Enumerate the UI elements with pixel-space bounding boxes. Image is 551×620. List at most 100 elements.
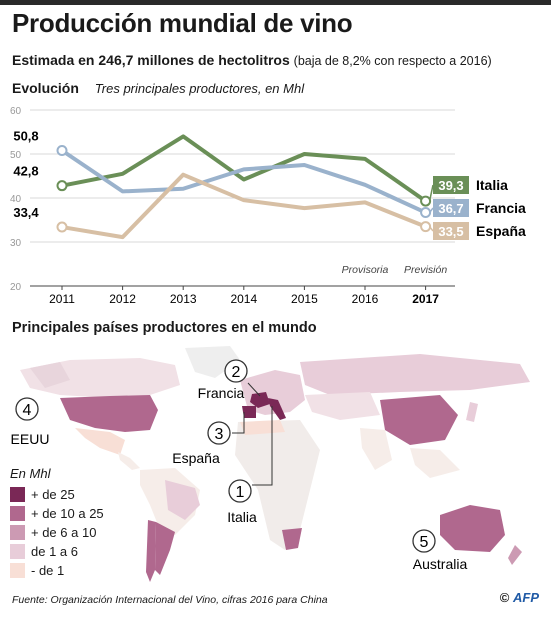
world-map: 1 Italia 2 Francia 3 España 4 EEUU 5 Aus… bbox=[11, 346, 530, 582]
y-tick-label: 50 bbox=[10, 150, 22, 161]
x-tick-label: 2011 bbox=[49, 292, 75, 306]
land-alaska bbox=[30, 362, 70, 388]
end-leader bbox=[429, 226, 434, 232]
marker-francia-label: Francia bbox=[198, 385, 245, 401]
legend-item: + de 10 a 25 bbox=[10, 504, 104, 523]
land-argentina bbox=[155, 522, 175, 575]
land-africa bbox=[235, 420, 320, 550]
subtitle-note: (baja de 8,2% con respecto a 2016) bbox=[293, 54, 492, 68]
marker-espana-label: España bbox=[172, 450, 220, 466]
end-point bbox=[420, 195, 432, 207]
legend-item: + de 25 bbox=[10, 485, 104, 504]
legend-label: + de 25 bbox=[31, 487, 75, 502]
y-tick-label: 60 bbox=[10, 106, 22, 117]
marker-italia-label: Italia bbox=[227, 509, 257, 525]
land-australia bbox=[440, 505, 505, 552]
series-name-label: Francia bbox=[476, 200, 526, 216]
marker-francia: 2 Francia bbox=[198, 359, 248, 401]
land-brazil bbox=[165, 480, 200, 520]
legend-label: - de 1 bbox=[31, 563, 65, 578]
x-tick-label: 2016 bbox=[352, 292, 379, 306]
land-southeast-asia bbox=[410, 448, 460, 478]
end-leader bbox=[429, 207, 434, 213]
map-title: Principales países productores en el mun… bbox=[12, 320, 317, 336]
y-tick-label: 40 bbox=[10, 194, 22, 205]
subtitle: Estimada en 246,7 millones de hectolitro… bbox=[12, 52, 492, 68]
evolution-subtitle: Tres principales productores, en Mhl bbox=[94, 81, 305, 96]
map-legend: En Mhl + de 25 + de 10 a 25 + de 6 a 10 … bbox=[10, 466, 104, 580]
x-tick-label: 2012 bbox=[109, 292, 136, 306]
end-value-box bbox=[433, 222, 469, 240]
end-point bbox=[420, 221, 432, 233]
top-bar bbox=[0, 0, 551, 5]
end-value-label: 39,3 bbox=[438, 178, 463, 193]
marker-italia-rank: 1 bbox=[236, 484, 245, 501]
evolution-title: Evolución bbox=[12, 80, 79, 96]
legend-swatch bbox=[10, 506, 25, 521]
legend-title: En Mhl bbox=[10, 466, 51, 481]
connector-italia bbox=[252, 406, 273, 486]
connector-francia bbox=[247, 382, 261, 397]
end-leader bbox=[428, 184, 434, 202]
land-central-america bbox=[118, 452, 140, 470]
land-usa bbox=[60, 395, 158, 432]
subtitle-main: Estimada en 246,7 millones de hectolitro… bbox=[12, 52, 290, 68]
line-chart: 20 30 40 50 60 2011 2012 2013 2014 2015 2016 Provis… bbox=[10, 106, 526, 306]
start-point bbox=[56, 221, 68, 233]
land-france bbox=[250, 392, 270, 408]
x-tick-label: 2014 bbox=[230, 292, 257, 306]
legend-label: + de 6 a 10 bbox=[31, 525, 97, 540]
start-value-label: 42,8 bbox=[13, 164, 38, 179]
land-japan bbox=[466, 402, 478, 422]
land-mexico bbox=[75, 428, 125, 455]
land-italy bbox=[268, 398, 286, 420]
end-point bbox=[420, 207, 432, 219]
end-value-box bbox=[433, 176, 469, 194]
marker-eeuu: 4 EEUU bbox=[11, 397, 49, 447]
connector-espana bbox=[232, 412, 245, 434]
land-chile bbox=[146, 520, 156, 582]
land-china bbox=[380, 395, 458, 445]
legend-swatch bbox=[10, 487, 25, 502]
legend-item: - de 1 bbox=[10, 561, 104, 580]
annotation-label: Provisoria bbox=[342, 264, 389, 276]
marker-australia-label: Australia bbox=[413, 556, 468, 572]
evolution-heading: Evolución Tres principales productores, … bbox=[12, 80, 304, 96]
start-value-label: 33,4 bbox=[13, 205, 39, 220]
legend-swatch bbox=[10, 563, 25, 578]
land-spain bbox=[242, 406, 256, 418]
marker-espana-rank: 3 bbox=[215, 426, 224, 443]
marker-eeuu-rank: 4 bbox=[23, 402, 32, 419]
land-greenland bbox=[185, 346, 240, 378]
legend-item: de 1 a 6 bbox=[10, 542, 104, 561]
end-value-label: 33,5 bbox=[438, 224, 463, 239]
annotation-label: Previsión bbox=[404, 264, 447, 276]
land-maghreb bbox=[240, 420, 285, 435]
legend-swatch bbox=[10, 544, 25, 559]
start-point bbox=[56, 180, 68, 192]
legend-label: de 1 a 6 bbox=[31, 544, 78, 559]
marker-australia-rank: 5 bbox=[420, 534, 429, 551]
land-south-africa bbox=[282, 528, 302, 550]
x-tick-label: 2013 bbox=[170, 292, 197, 306]
end-value-box bbox=[433, 199, 469, 217]
marker-australia: 5 Australia bbox=[412, 529, 468, 572]
afp-logo: AFP bbox=[513, 590, 539, 605]
start-point bbox=[56, 144, 68, 156]
x-tick-label: 2017 bbox=[412, 292, 439, 306]
source-note: Fuente: Organización Internacional del V… bbox=[12, 594, 328, 606]
marker-espana: 3 España bbox=[172, 421, 231, 466]
legend-label: + de 10 a 25 bbox=[31, 506, 104, 521]
page-title: Producción mundial de vino bbox=[12, 8, 353, 38]
land-india bbox=[360, 428, 392, 470]
y-tick-label: 20 bbox=[10, 282, 22, 293]
marker-francia-rank: 2 bbox=[232, 364, 241, 381]
x-tick-label: 2015 bbox=[291, 292, 318, 306]
y-tick-label: 30 bbox=[10, 238, 22, 249]
series-line-2 bbox=[61, 172, 427, 240]
series-line-0 bbox=[61, 134, 427, 203]
land-russia bbox=[300, 354, 530, 395]
end-value-label: 36,7 bbox=[438, 201, 463, 216]
series-name-label: Italia bbox=[476, 177, 508, 193]
copyright-symbol: © bbox=[499, 590, 510, 605]
